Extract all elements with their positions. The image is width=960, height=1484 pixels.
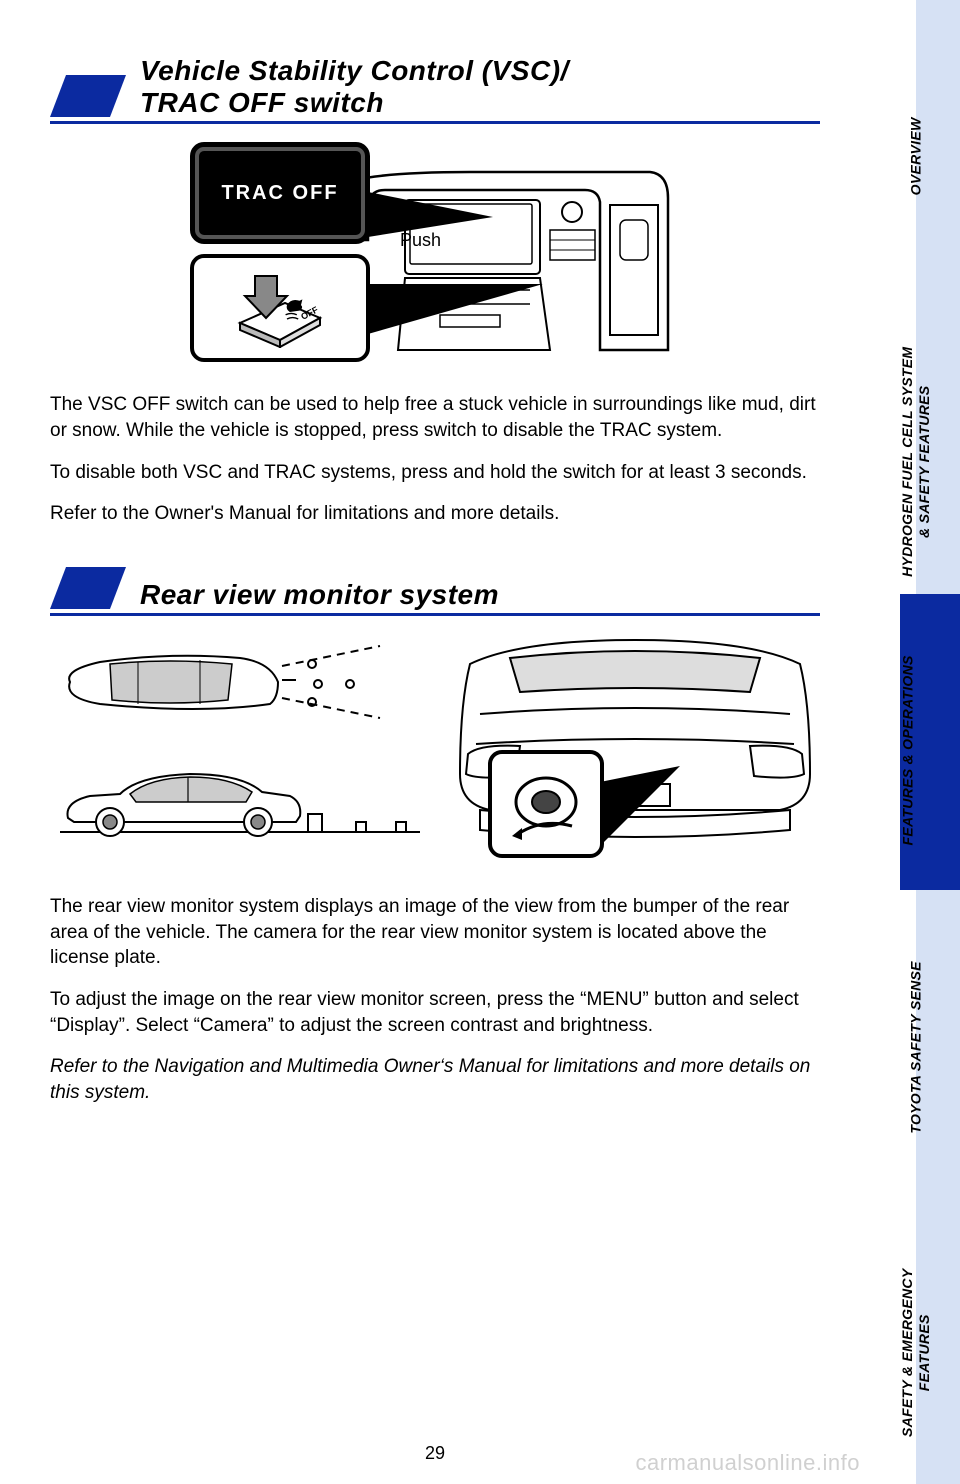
section-heading-vsc: Vehicle Stability Control (VSC)/ TRAC OF… <box>50 55 820 124</box>
tab-toyota-safety-sense[interactable]: TOYOTA SAFETY SENSE <box>916 890 960 1187</box>
tab-overview[interactable]: OVERVIEW <box>916 0 960 297</box>
manual-page: Vehicle Stability Control (VSC)/ TRAC OF… <box>0 0 870 1484</box>
rearview-diagram-left <box>50 644 420 864</box>
heading-parallelogram-icon <box>50 75 126 117</box>
trac-off-text: TRAC OFF <box>221 182 338 205</box>
heading-parallelogram-icon <box>50 567 126 609</box>
vsc-paragraph-1: The VSC OFF switch can be used to help f… <box>50 392 820 443</box>
rearview-paragraph-2: To adjust the image on the rear view mon… <box>50 987 820 1038</box>
rearview-figure <box>50 634 820 874</box>
watermark-text: carmanualsonline.info <box>635 1450 860 1476</box>
rearview-paragraph-1: The rear view monitor system displays an… <box>50 894 820 971</box>
tab-label: SAFETY & EMERGENCY FEATURES <box>899 1232 933 1472</box>
callout-triangle-icon <box>368 280 548 340</box>
rearview-diagram-right <box>450 634 820 874</box>
section-title: Vehicle Stability Control (VSC)/ TRAC OF… <box>140 55 569 119</box>
trac-off-switch-illustration: OFF <box>190 254 370 362</box>
trac-off-figure: TRAC OFF Push <box>50 142 820 372</box>
rearview-paragraph-3: Refer to the Navigation and Multimedia O… <box>50 1054 820 1105</box>
section-title: Rear view monitor system <box>140 579 499 611</box>
vsc-paragraph-3: Refer to the Owner's Manual for limitati… <box>50 501 820 527</box>
side-tabs: OVERVIEW HYDROGEN FUEL CELL SYSTEM & SAF… <box>872 0 960 1484</box>
title-line1: Vehicle Stability Control (VSC)/ TRAC OF… <box>140 55 569 118</box>
tab-label: TOYOTA SAFETY SENSE <box>908 927 925 1167</box>
trac-off-display: TRAC OFF <box>190 142 370 244</box>
tab-safety-emergency[interactable]: SAFETY & EMERGENCY FEATURES <box>916 1187 960 1484</box>
section-heading-rearview: Rear view monitor system <box>50 567 820 616</box>
tab-label: OVERVIEW <box>908 37 925 277</box>
push-label: Push <box>400 230 441 251</box>
tab-label: FEATURES & OPERATIONS <box>900 630 917 870</box>
tab-features-operations[interactable]: FEATURES & OPERATIONS <box>900 594 960 891</box>
vsc-paragraph-2: To disable both VSC and TRAC systems, pr… <box>50 460 820 486</box>
tab-hydrogen[interactable]: HYDROGEN FUEL CELL SYSTEM & SAFETY FEATU… <box>916 297 960 594</box>
tab-label: HYDROGEN FUEL CELL SYSTEM & SAFETY FEATU… <box>899 342 933 582</box>
